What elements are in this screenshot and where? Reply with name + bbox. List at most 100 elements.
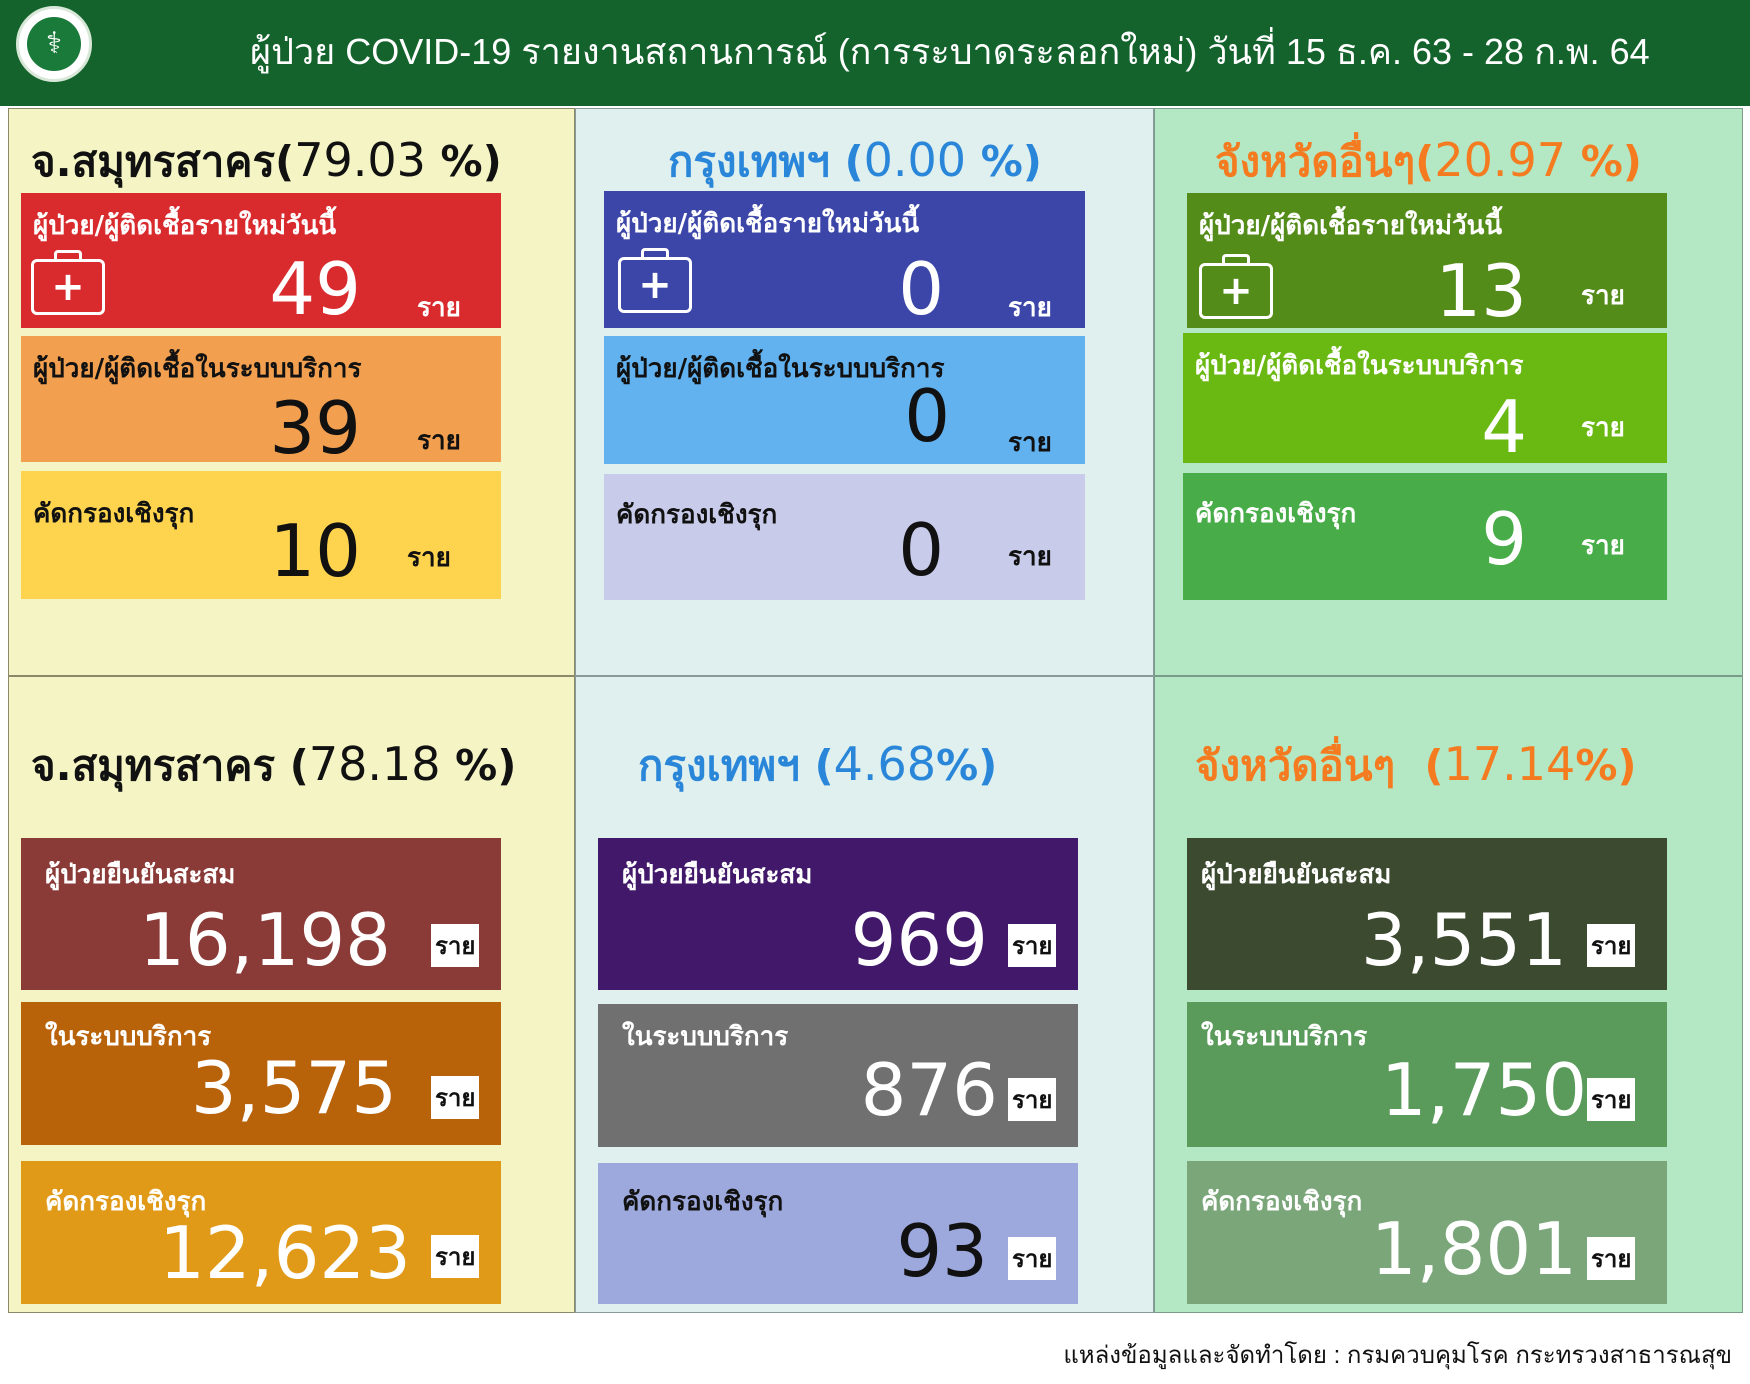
- pct-sign: %: [455, 741, 498, 790]
- samut-cumulative-pct: 78.18: [308, 737, 441, 791]
- samut-cumulative-panel: จ.สมุทรสาคร (78.18 %) ผู้ป่วยยืนยันสะสม …: [8, 676, 575, 1313]
- unit-label: ราย: [1581, 413, 1625, 443]
- card-label: ผู้ป่วย/ผู้ติดเชื้อในระบบบริการ: [616, 354, 945, 384]
- province-name: จังหวัดอื่นๆ: [1195, 741, 1396, 790]
- card-label: คัดกรองเชิงรุก: [616, 500, 778, 530]
- other-daily-title: จังหวัดอื่นๆ(20.97 %): [1215, 133, 1642, 187]
- other-cumulative-card: ผู้ป่วยยืนยันสะสม 3,551 ราย: [1187, 838, 1667, 990]
- card-label: ผู้ป่วย/ผู้ติดเชื้อรายใหม่วันนี้: [1199, 211, 1503, 241]
- other-cumulative-pct: 17.14: [1443, 737, 1576, 791]
- medical-kit-icon: +: [1199, 254, 1273, 319]
- samut-in-service-value: 39: [269, 386, 361, 470]
- pct-sign: %: [936, 741, 979, 790]
- card-label: ในระบบบริการ: [1201, 1022, 1368, 1052]
- caduceus-icon: ⚕: [45, 26, 63, 61]
- pct-sign: %: [980, 137, 1023, 186]
- card-label: ผู้ป่วย/ผู้ติดเชื้อในระบบบริการ: [1195, 351, 1524, 381]
- logo-emblem: ⚕: [27, 17, 81, 71]
- unit-label: ราย: [1008, 428, 1052, 458]
- other-cum-in-service-card: ในระบบบริการ 1,750 ราย: [1187, 1002, 1667, 1147]
- samut-cumulative-title: จ.สมุทรสาคร (78.18 %): [31, 737, 517, 791]
- samut-cumulative-value: 16,198: [139, 898, 391, 982]
- samut-in-service-card: ผู้ป่วย/ผู้ติดเชื้อในระบบบริการ 39 ราย: [21, 336, 501, 470]
- card-label: คัดกรองเชิงรุก: [45, 1187, 207, 1217]
- samut-daily-panel: จ.สมุทรสาคร(79.03 %) ผู้ป่วย/ผู้ติดเชื้อ…: [8, 108, 575, 676]
- other-cum-in-service-value: 1,750: [1380, 1048, 1587, 1132]
- samut-cum-in-service-value: 3,575: [190, 1046, 397, 1130]
- other-cumulative-value: 3,551: [1360, 898, 1567, 982]
- province-name: จ.สมุทรสาคร: [31, 741, 276, 790]
- samut-screening-value: 10: [269, 509, 361, 593]
- other-in-service-value: 4: [1481, 385, 1527, 469]
- unit-label: ราย: [431, 924, 480, 967]
- bangkok-screening-card: คัดกรองเชิงรุก 0 ราย: [604, 474, 1085, 600]
- pct-sign: %: [1575, 741, 1618, 790]
- province-name: จังหวัดอื่นๆ: [1215, 137, 1416, 186]
- province-name: จ.สมุทรสาคร: [31, 137, 276, 186]
- card-label: คัดกรองเชิงรุก: [33, 499, 195, 529]
- bangkok-cumulative-title: กรุงเทพฯ (4.68%): [638, 737, 998, 791]
- other-screening-card: คัดกรองเชิงรุก 9 ราย: [1183, 473, 1667, 600]
- card-label: คัดกรองเชิงรุก: [1195, 499, 1357, 529]
- bangkok-cum-in-service-card: ในระบบบริการ 876 ราย: [598, 1004, 1078, 1147]
- card-label: ผู้ป่วย/ผู้ติดเชื้อรายใหม่วันนี้: [616, 209, 920, 239]
- unit-label: ราย: [431, 1235, 480, 1278]
- card-label: ผู้ป่วย/ผู้ติดเชื้อรายใหม่วันนี้: [33, 211, 337, 241]
- card-label: ผู้ป่วย/ผู้ติดเชื้อในระบบบริการ: [33, 354, 362, 384]
- other-cumulative-title: จังหวัดอื่นๆ (17.14%): [1195, 737, 1637, 791]
- other-cumulative-panel: จังหวัดอื่นๆ (17.14%) ผู้ป่วยยืนยันสะสม …: [1154, 676, 1743, 1313]
- bangkok-new-today-card: ผู้ป่วย/ผู้ติดเชื้อรายใหม่วันนี้ + 0 ราย: [604, 191, 1085, 328]
- pct-sign: %: [1580, 137, 1623, 186]
- data-source-note: แหล่งข้อมูลและจัดทำโดย : กรมควบคุมโรค กร…: [1063, 1342, 1732, 1369]
- card-label: ในระบบบริการ: [45, 1022, 212, 1052]
- bangkok-in-service-card: ผู้ป่วย/ผู้ติดเชื้อในระบบบริการ 0 ราย: [604, 336, 1085, 464]
- unit-label: ราย: [1587, 1078, 1636, 1121]
- unit-label: ราย: [1008, 1078, 1057, 1121]
- samut-new-today-value: 49: [269, 247, 361, 331]
- bangkok-cum-screening-value: 93: [896, 1209, 988, 1293]
- unit-label: ราย: [1008, 924, 1057, 967]
- bangkok-daily-title: กรุงเทพฯ (0.00 %): [668, 133, 1042, 187]
- samut-new-today-card: ผู้ป่วย/ผู้ติดเชื้อรายใหม่วันนี้ + 49 รา…: [21, 193, 501, 328]
- samut-cum-in-service-card: ในระบบบริการ 3,575 ราย: [21, 1002, 501, 1145]
- bangkok-cum-in-service-value: 876: [860, 1048, 998, 1132]
- medical-kit-icon: +: [618, 248, 692, 313]
- unit-label: ราย: [1587, 924, 1636, 967]
- unit-label: ราย: [1008, 1237, 1057, 1280]
- page-title: ผู้ป่วย COVID-19 รายงานสถานการณ์ (การระบ…: [250, 31, 1650, 72]
- card-label: ผู้ป่วยยืนยันสะสม: [45, 860, 236, 890]
- bangkok-daily-panel: กรุงเทพฯ (0.00 %) ผู้ป่วย/ผู้ติดเชื้อราย…: [575, 108, 1154, 676]
- unit-label: ราย: [1008, 542, 1052, 572]
- samut-screening-card: คัดกรองเชิงรุก 10 ราย: [21, 471, 501, 599]
- bangkok-cumulative-pct: 4.68: [833, 737, 937, 791]
- other-daily-pct: 20.97: [1434, 133, 1567, 187]
- samut-daily-title: จ.สมุทรสาคร(79.03 %): [31, 133, 502, 187]
- unit-label: ราย: [431, 1076, 480, 1119]
- province-name: กรุงเทพฯ: [668, 137, 830, 186]
- card-label: ในระบบบริการ: [622, 1022, 789, 1052]
- bangkok-cumulative-panel: กรุงเทพฯ (4.68%) ผู้ป่วยยืนยันสะสม 969 ร…: [575, 676, 1154, 1313]
- other-new-today-value: 13: [1435, 249, 1527, 333]
- other-cum-screening-card: คัดกรองเชิงรุก 1,801 ราย: [1187, 1161, 1667, 1304]
- card-label: ผู้ป่วยยืนยันสะสม: [622, 860, 813, 890]
- bangkok-new-today-value: 0: [898, 247, 944, 331]
- bangkok-daily-pct: 0.00: [863, 133, 967, 187]
- bangkok-cumulative-card: ผู้ป่วยยืนยันสะสม 969 ราย: [598, 838, 1078, 990]
- samut-cumulative-card: ผู้ป่วยยืนยันสะสม 16,198 ราย: [21, 838, 501, 990]
- unit-label: ราย: [417, 293, 461, 323]
- samut-cum-screening-card: คัดกรองเชิงรุก 12,623 ราย: [21, 1161, 501, 1304]
- other-new-today-card: ผู้ป่วย/ผู้ติดเชื้อรายใหม่วันนี้ + 13 รา…: [1187, 193, 1667, 328]
- samut-cum-screening-value: 12,623: [159, 1211, 411, 1295]
- unit-label: ราย: [1581, 281, 1625, 311]
- card-label: ผู้ป่วยยืนยันสะสม: [1201, 860, 1392, 890]
- unit-label: ราย: [1008, 293, 1052, 323]
- card-label: คัดกรองเชิงรุก: [1201, 1187, 1363, 1217]
- unit-label: ราย: [1587, 1237, 1636, 1280]
- province-name: กรุงเทพฯ: [638, 741, 800, 790]
- other-daily-panel: จังหวัดอื่นๆ(20.97 %) ผู้ป่วย/ผู้ติดเชื้…: [1154, 108, 1743, 676]
- samut-daily-pct: 79.03: [294, 133, 426, 187]
- bangkok-cum-screening-card: คัดกรองเชิงรุก 93 ราย: [598, 1163, 1078, 1304]
- ministry-logo: ⚕: [16, 6, 92, 82]
- card-label: คัดกรองเชิงรุก: [622, 1187, 784, 1217]
- bangkok-cumulative-value: 969: [850, 898, 988, 982]
